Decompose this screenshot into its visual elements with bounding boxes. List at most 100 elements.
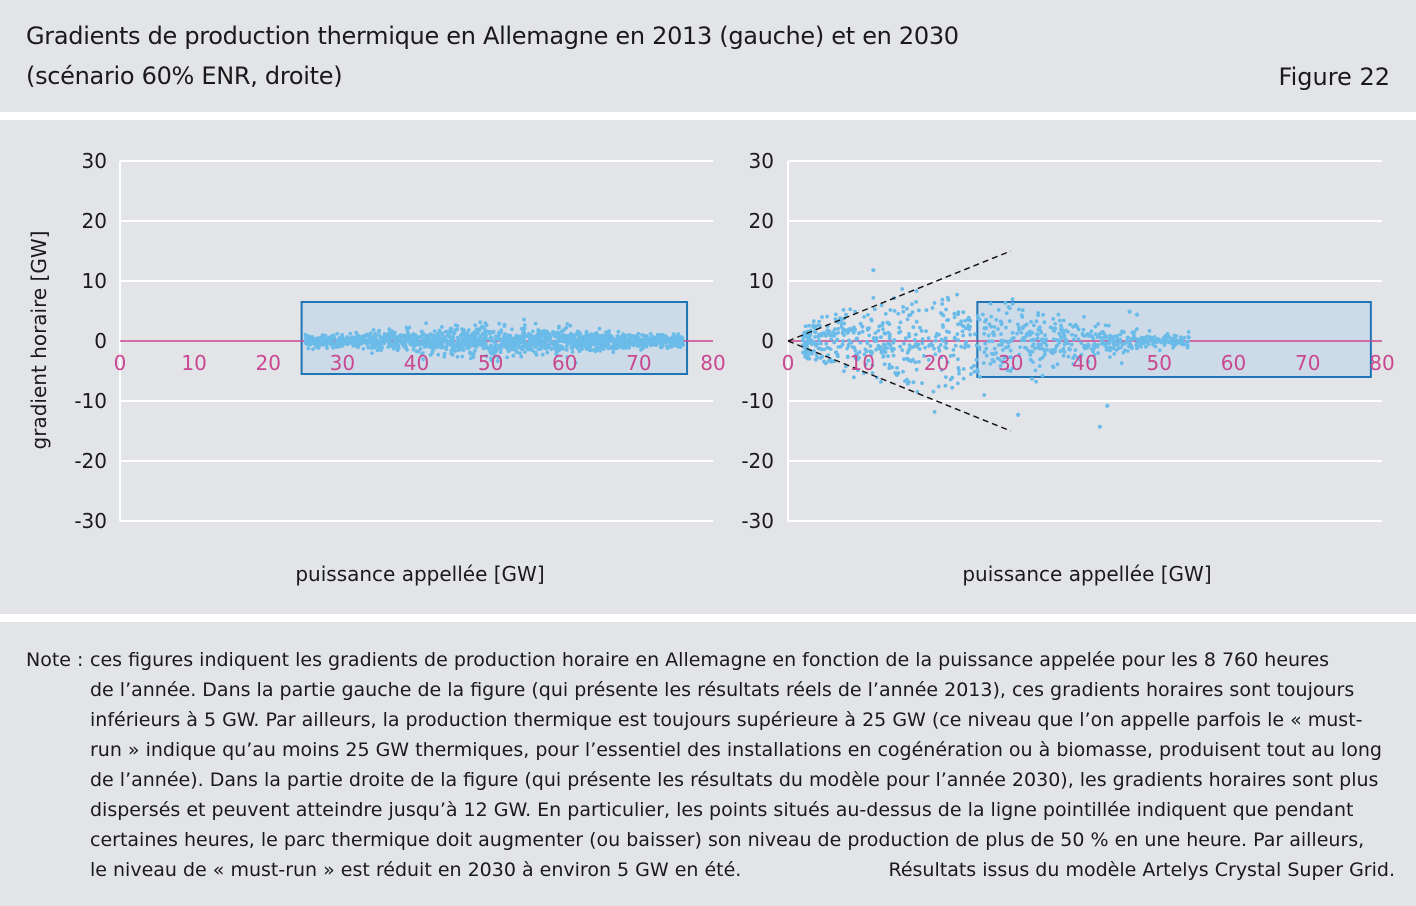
data-point xyxy=(1037,364,1042,368)
data-point xyxy=(892,309,897,313)
x-tick-label: 50 xyxy=(478,351,503,375)
data-point xyxy=(395,348,400,353)
data-point xyxy=(865,339,869,344)
data-point xyxy=(911,380,916,385)
data-point xyxy=(553,339,557,344)
data-point xyxy=(1051,350,1056,355)
data-point xyxy=(1079,352,1084,357)
data-point xyxy=(482,331,487,336)
data-point xyxy=(941,313,946,318)
data-point xyxy=(822,359,827,364)
data-point xyxy=(947,330,951,335)
data-point xyxy=(918,325,922,330)
data-point xyxy=(644,344,649,349)
data-point xyxy=(926,336,931,341)
data-point xyxy=(503,337,507,341)
data-point xyxy=(871,296,876,300)
data-point xyxy=(1033,346,1037,351)
data-point xyxy=(1092,353,1097,357)
data-point xyxy=(316,343,321,348)
data-point xyxy=(1070,332,1074,337)
data-point xyxy=(519,340,524,345)
data-point xyxy=(371,328,376,332)
data-point xyxy=(627,333,631,337)
data-point xyxy=(882,346,887,351)
data-point xyxy=(972,369,977,374)
data-point xyxy=(676,344,681,349)
data-point xyxy=(866,358,871,363)
y-tick-label: 0 xyxy=(94,329,107,353)
data-point xyxy=(1032,323,1036,328)
data-point xyxy=(555,343,560,348)
data-point xyxy=(957,371,961,376)
data-point xyxy=(565,355,570,359)
data-point xyxy=(1034,379,1038,384)
data-point xyxy=(1036,342,1041,346)
data-point xyxy=(311,347,315,351)
data-point xyxy=(494,346,498,351)
data-point xyxy=(370,351,374,355)
data-point xyxy=(1167,340,1172,345)
data-point xyxy=(1104,347,1109,352)
data-point xyxy=(948,354,953,358)
data-point xyxy=(389,336,394,340)
data-point xyxy=(377,333,382,338)
data-point xyxy=(370,335,375,340)
data-point xyxy=(806,333,810,337)
data-point xyxy=(564,348,569,352)
data-point xyxy=(568,323,573,328)
data-point xyxy=(671,340,676,345)
data-point xyxy=(543,344,548,349)
data-point xyxy=(327,338,332,343)
data-point xyxy=(366,340,371,344)
data-point xyxy=(862,315,866,319)
data-point xyxy=(668,343,672,348)
data-point xyxy=(956,338,960,343)
note-prefix: Note : xyxy=(26,649,84,671)
y-tick-label: -10 xyxy=(741,389,774,413)
data-point xyxy=(848,340,853,345)
note-line: certaines heures, le parc thermique doit… xyxy=(90,829,1365,851)
data-point xyxy=(930,306,935,310)
data-point xyxy=(844,312,848,317)
data-point xyxy=(1120,329,1124,334)
data-point xyxy=(824,341,829,346)
data-point xyxy=(532,339,537,343)
data-point xyxy=(908,312,913,317)
data-point xyxy=(802,331,807,335)
data-point xyxy=(445,333,450,338)
data-point xyxy=(461,337,466,342)
data-point xyxy=(464,343,468,348)
data-point xyxy=(358,340,362,345)
data-point xyxy=(519,344,524,349)
data-point xyxy=(1186,339,1190,344)
data-point xyxy=(1001,348,1005,352)
data-point xyxy=(851,330,856,335)
data-point xyxy=(876,343,881,348)
data-point xyxy=(844,364,848,369)
data-point xyxy=(498,350,503,354)
data-point xyxy=(340,334,344,339)
data-point xyxy=(499,344,503,348)
data-point xyxy=(531,335,535,339)
data-point xyxy=(530,329,535,334)
data-point xyxy=(956,366,961,370)
data-point xyxy=(671,344,675,348)
data-point xyxy=(507,338,512,343)
data-point xyxy=(980,312,985,317)
data-point xyxy=(917,360,921,364)
data-point xyxy=(1099,339,1104,343)
data-point xyxy=(927,344,931,348)
data-point xyxy=(842,369,846,374)
data-point xyxy=(363,340,368,344)
data-point xyxy=(1186,330,1191,334)
data-point xyxy=(911,357,915,362)
data-point xyxy=(822,347,827,352)
data-point xyxy=(803,345,807,349)
data-point xyxy=(484,323,489,328)
data-point xyxy=(537,341,542,345)
data-point xyxy=(616,329,621,334)
data-point xyxy=(1102,341,1107,345)
data-point xyxy=(1042,320,1047,325)
data-point xyxy=(1016,412,1021,417)
